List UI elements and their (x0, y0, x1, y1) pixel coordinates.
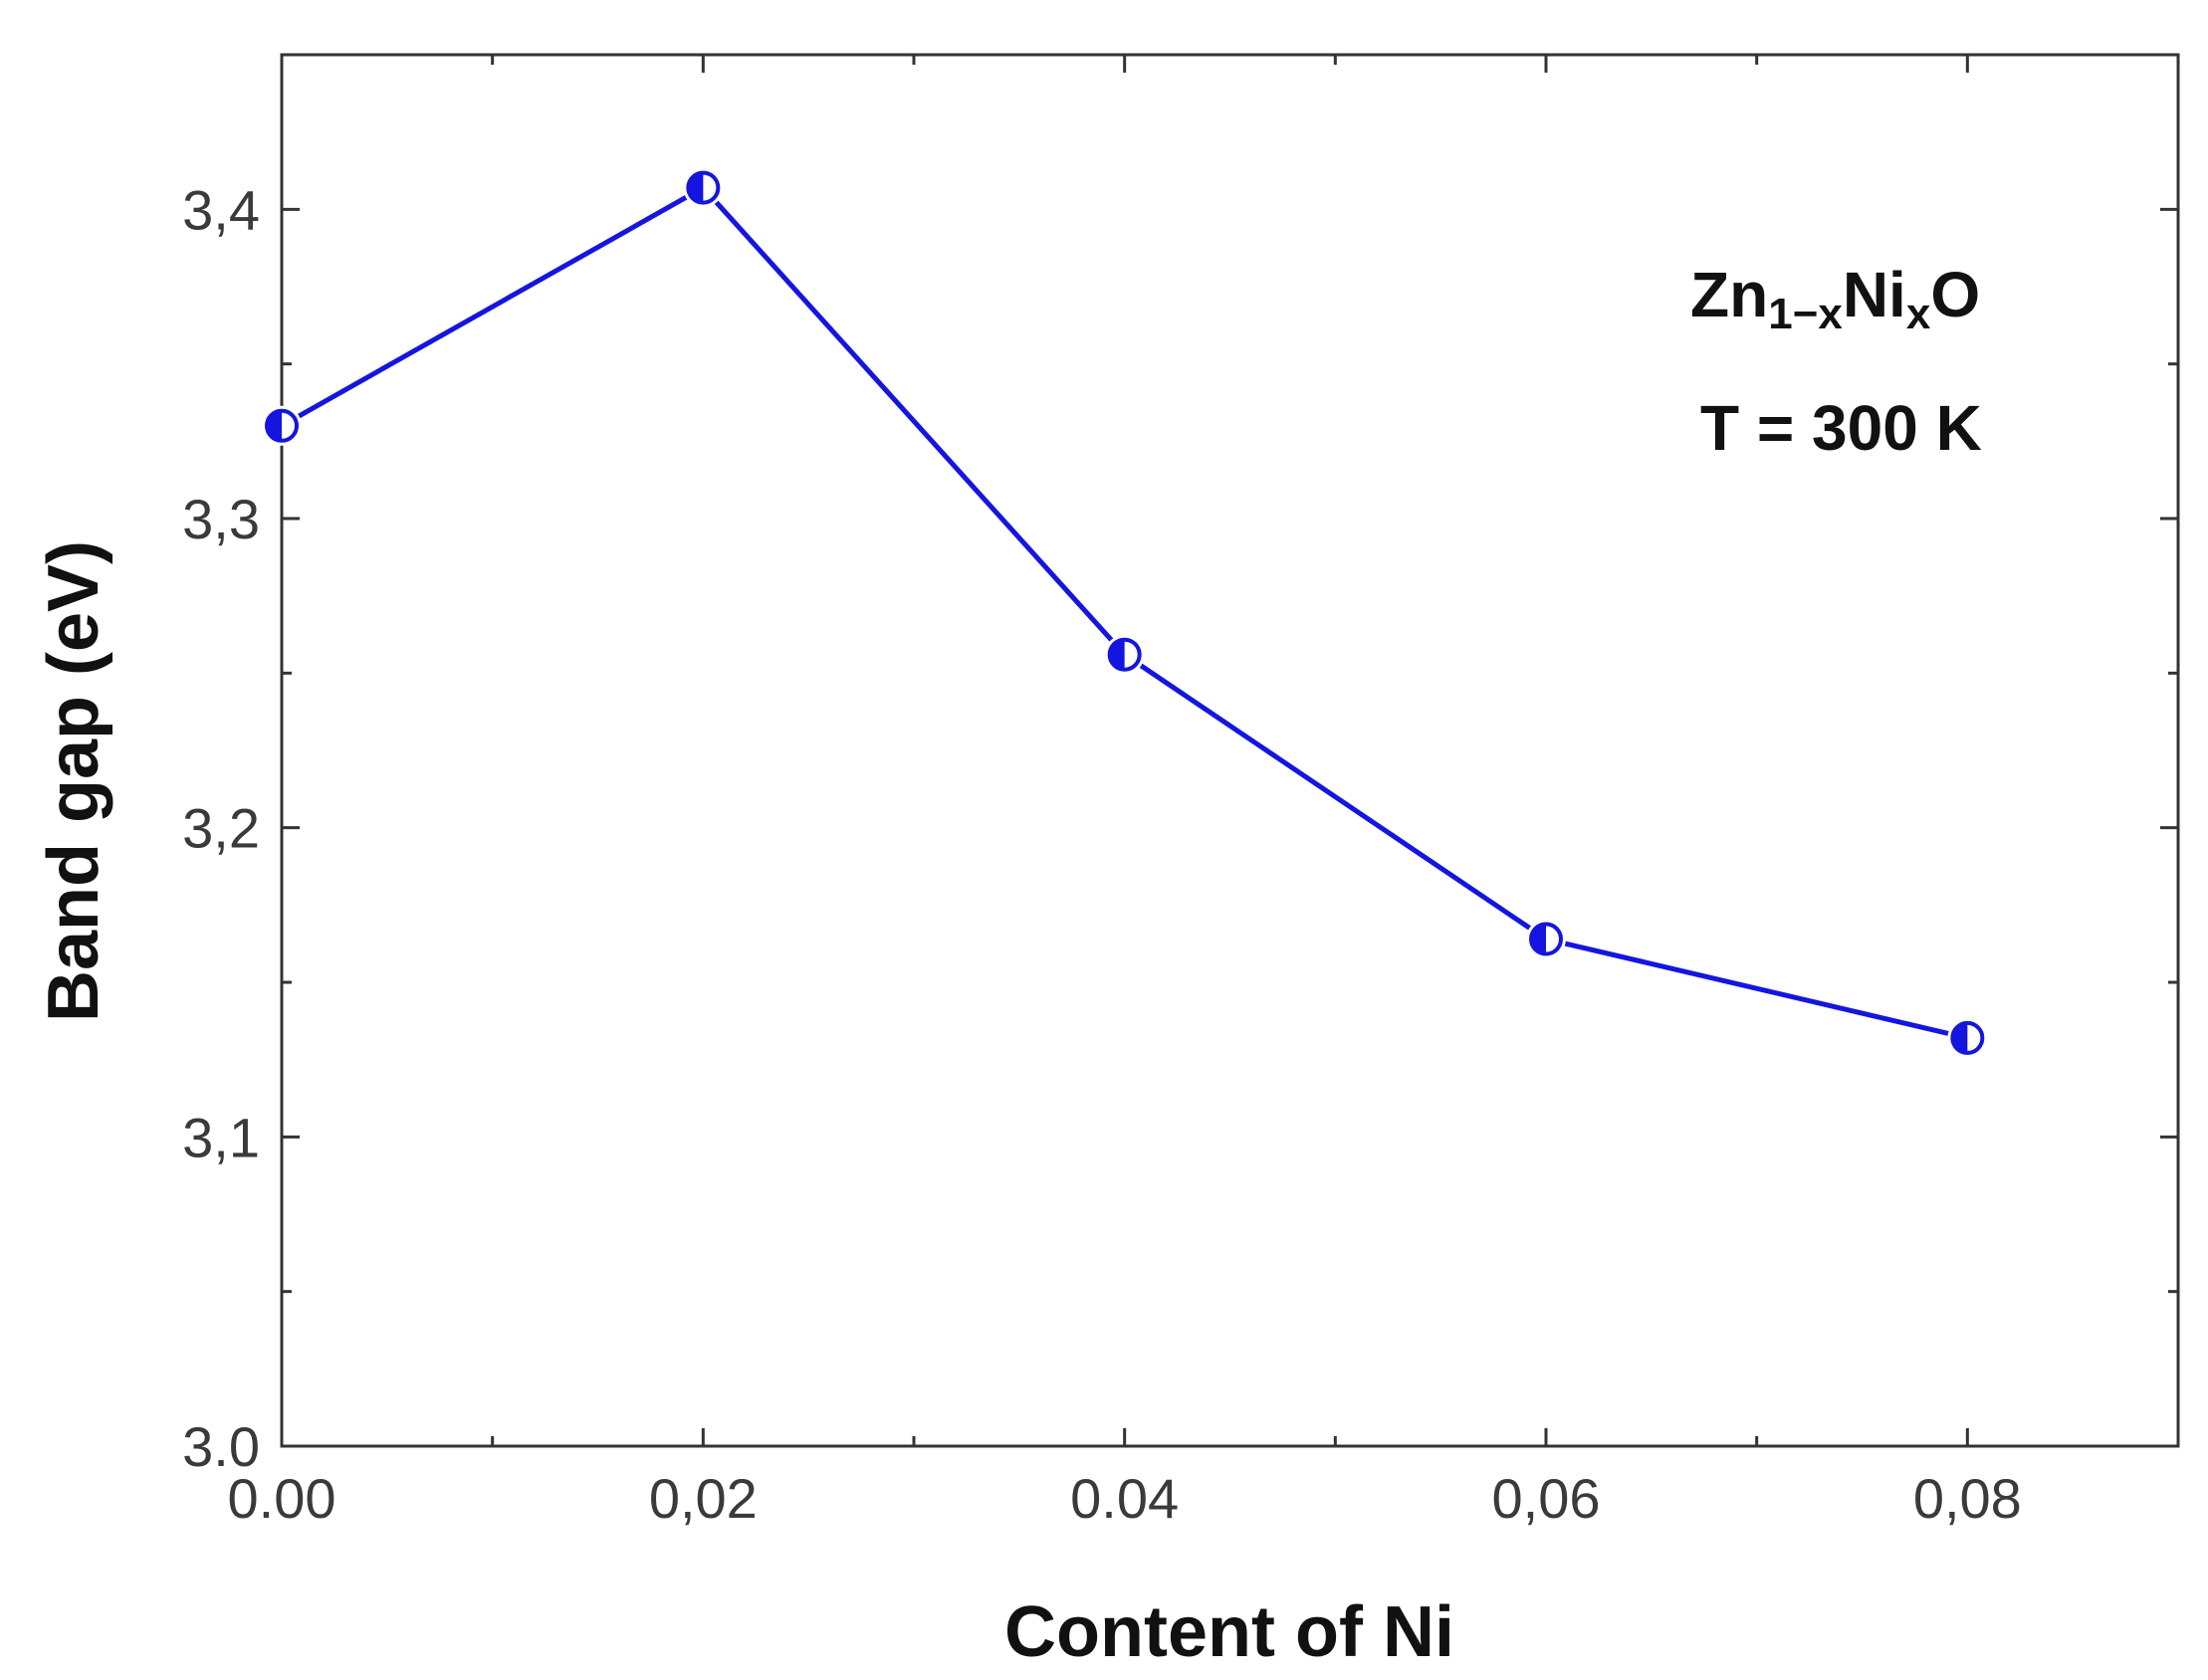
x-tick-label: 0,06 (1492, 1467, 1601, 1530)
y-tick-label: 3,2 (182, 797, 260, 860)
x-axis-title: Content of Ni (1004, 1592, 1454, 1672)
x-tick-label: 0,08 (1913, 1467, 2022, 1530)
x-tick-labels: 0.00 0,02 0.04 0,06 0,08 (228, 1467, 2022, 1530)
data-point-fill (1531, 924, 1546, 954)
y-tick-labels: 3.0 3,1 3,2 3,3 3,4 (182, 178, 260, 1478)
y-tick-label: 3.0 (182, 1415, 260, 1478)
x-tick-label: 0.04 (1070, 1467, 1179, 1530)
formula-base: Zn (1690, 259, 1768, 330)
formula-mid: Ni (1843, 259, 1906, 330)
formula-end: O (1930, 259, 1980, 330)
formula-annotation: Zn1−xNixO (1690, 259, 1980, 338)
data-point-fill (1109, 639, 1125, 670)
temperature-annotation: T = 300 K (1700, 392, 1982, 464)
y-tick-label: 3,1 (182, 1106, 260, 1168)
data-point-fill (688, 172, 704, 203)
axis-ticks (280, 53, 2180, 1448)
data-point-fill (1952, 1022, 1968, 1053)
x-tick-label: 0.00 (228, 1467, 336, 1530)
y-tick-label: 3,3 (182, 488, 260, 550)
data-point-fill (267, 410, 282, 441)
data-series (262, 167, 1988, 1058)
y-axis-title: Band gap (eV) (34, 540, 113, 1022)
formula-sub1: 1−x (1768, 290, 1843, 338)
plot-frame (280, 53, 2180, 1448)
y-tick-label: 3,4 (182, 178, 260, 241)
formula-sub2: x (1906, 290, 1931, 338)
x-tick-label: 0,02 (649, 1467, 758, 1530)
